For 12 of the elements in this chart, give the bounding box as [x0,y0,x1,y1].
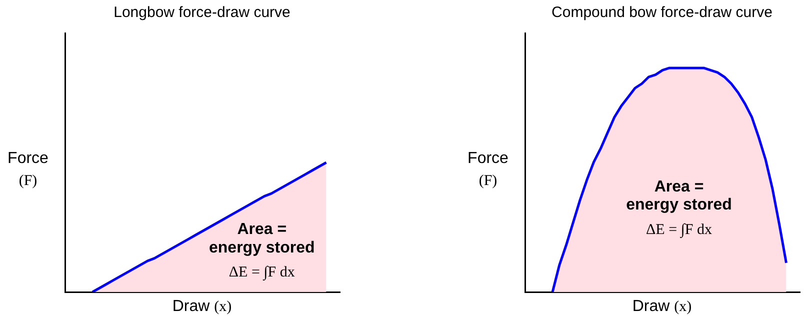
annotation: Area = [237,221,287,238]
x-axis-title: Draw (x) [632,298,692,316]
y-axis-title: Force (F) [468,149,508,191]
annotation: ΔE = ∫F dx [646,222,712,239]
annotation: energy stored [208,239,315,256]
annotation: ΔE = ∫F dx [228,264,296,282]
annotation: energy stored [626,196,732,214]
annotation: Area = [654,178,704,196]
chart-title: Longbow force-draw curve [114,4,290,21]
x-axis-title: Draw (x) [172,298,232,316]
chart-title: Compound bow force-draw curve [552,4,772,21]
y-axis-title: Force (F) [8,149,48,191]
